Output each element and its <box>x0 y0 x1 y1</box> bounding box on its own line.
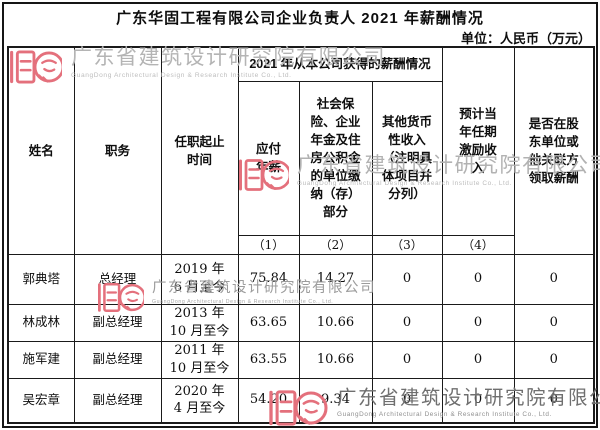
cell-name: 吴宏章 <box>7 377 75 424</box>
cell-term: 2011 年 10 月至今 <box>160 340 239 379</box>
cell-other: 0 <box>371 340 443 379</box>
cell-other: 0 <box>371 303 443 342</box>
cell-incentive: 0 <box>441 253 515 305</box>
cell-term: 2020 年 4 月至今 <box>160 377 239 424</box>
header-sub-row: 应付年薪 社会保险、企业年金及住房公积金的单位缴纳（存）部分 其他货币性收入（注… <box>8 80 594 236</box>
table-row: 林成林 副总经理 2013 年 10 月至今 63.65 10.66 0 0 0 <box>7 303 595 342</box>
col-header-position: 职务 <box>73 46 162 255</box>
col-number-1: （1） <box>237 234 300 255</box>
cell-term: 2019 年 6 月至今 <box>160 253 239 305</box>
col-number-4: （4） <box>441 234 515 255</box>
cell-other: 0 <box>371 253 443 305</box>
col-header-social-insurance: 社会保险、企业年金及住房公积金的单位缴纳（存）部分 <box>298 80 373 236</box>
cell-position: 副总经理 <box>73 340 162 379</box>
cell-shareholder: 0 <box>513 340 595 379</box>
col-header-name: 姓名 <box>7 46 75 255</box>
cell-salary: 75.84 <box>237 253 300 305</box>
cell-insurance: 9.34 <box>298 377 373 424</box>
table-row: 吴宏章 副总经理 2020 年 4 月至今 54.20 9.34 0 0 0 <box>7 377 595 424</box>
table-row: 郭典塔 总经理 2019 年 6 月至今 75.84 14.27 0 0 0 <box>7 253 595 305</box>
col-header-other-monetary: 其他货币性收入（注明具体项目并分列） <box>371 80 443 236</box>
cell-incentive: 0 <box>441 303 515 342</box>
cell-shareholder: 0 <box>513 303 595 342</box>
cell-name: 郭典塔 <box>7 253 75 305</box>
col-header-shareholder: 是否在股东单位或他关联方领取薪酬 <box>513 46 595 255</box>
cell-salary: 63.55 <box>237 340 300 379</box>
cell-name: 施军建 <box>7 340 75 379</box>
cell-salary: 63.65 <box>237 303 300 342</box>
col-number-3: （3） <box>371 234 443 255</box>
table-row: 施军建 副总经理 2011 年 10 月至今 63.55 10.66 0 0 0 <box>7 340 595 379</box>
cell-position: 副总经理 <box>73 303 162 342</box>
header-group-row: 姓名 职务 任职起止时间 2021 年从本公司获得的薪酬情况 预计当年任期激励收… <box>7 46 595 255</box>
cell-insurance: 10.66 <box>298 303 373 342</box>
cell-salary: 54.20 <box>237 377 300 424</box>
cell-incentive: 0 <box>441 340 515 379</box>
page-title: 广东华固工程有限公司企业负责人 2021 年薪酬情况 <box>116 10 484 27</box>
col-header-annual-salary: 应付年薪 <box>237 80 300 236</box>
salary-table: 姓名 职务 任职起止时间 2021 年从本公司获得的薪酬情况 预计当年任期激励收… <box>7 46 595 424</box>
cell-position: 副总经理 <box>73 377 162 424</box>
cell-name: 林成林 <box>7 303 75 342</box>
cell-insurance: 14.27 <box>298 253 373 305</box>
cell-insurance: 10.66 <box>298 340 373 379</box>
cell-other: 0 <box>371 377 443 424</box>
cell-term: 2013 年 10 月至今 <box>160 303 239 342</box>
header-number-row: （1） （2） （3） （4） <box>8 234 594 255</box>
cell-shareholder: 0 <box>513 253 595 305</box>
col-header-incentive: 预计当年任期激励收入 <box>441 46 515 236</box>
col-header-group-2021: 2021 年从本公司获得的薪酬情况 <box>237 46 443 82</box>
unit-label: 单位：人民币（万元） <box>460 31 591 46</box>
col-number-2: （2） <box>298 234 373 255</box>
col-header-term: 任职起止时间 <box>160 46 239 255</box>
cell-shareholder: 0 <box>513 377 595 424</box>
cell-position: 总经理 <box>73 253 162 305</box>
cell-incentive: 0 <box>441 377 515 424</box>
